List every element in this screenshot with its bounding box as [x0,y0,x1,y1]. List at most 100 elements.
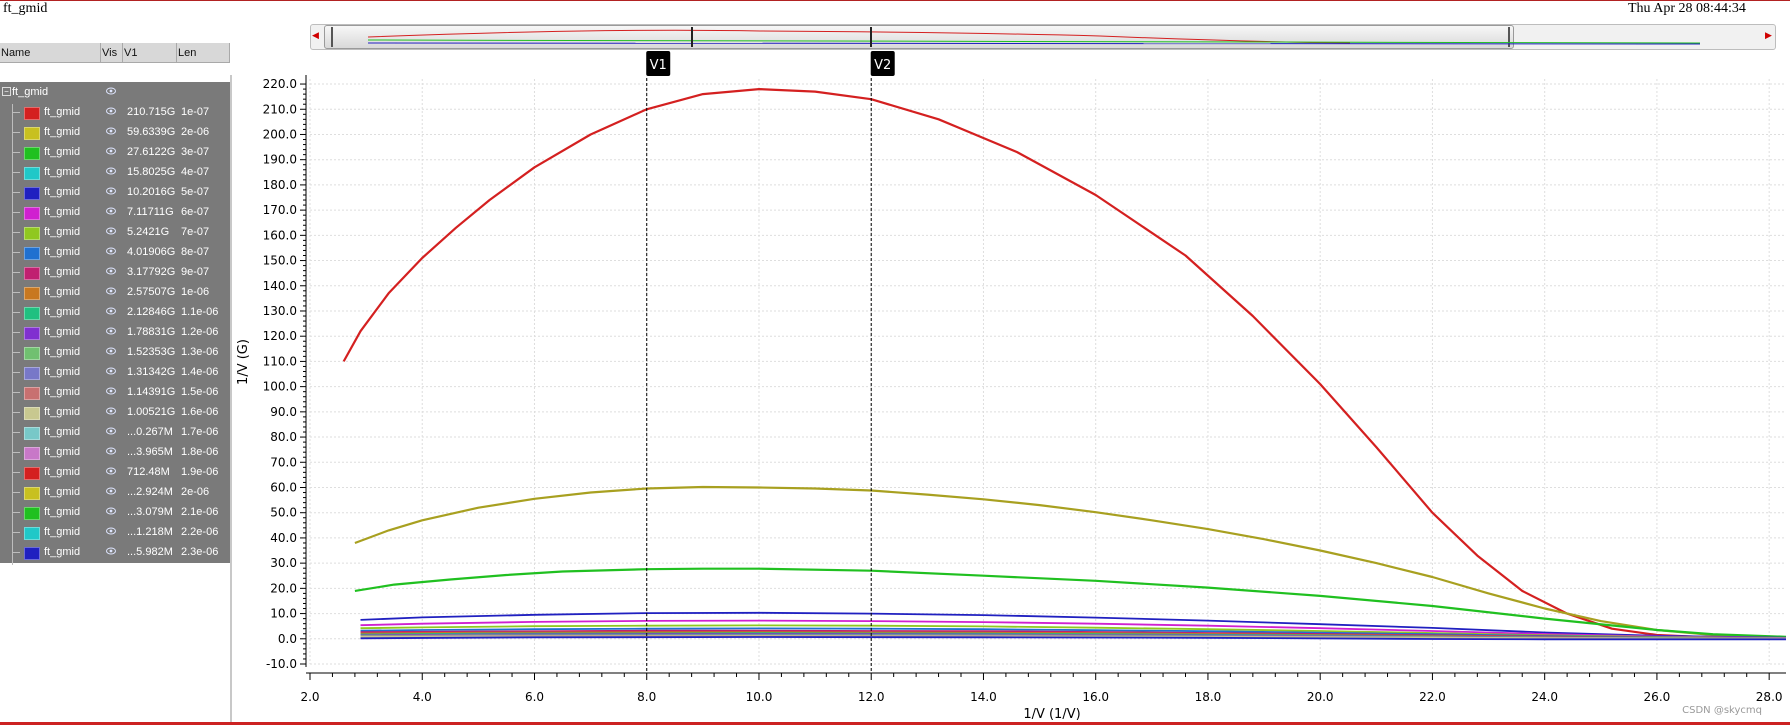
color-swatch[interactable] [24,367,40,380]
tree-branch [12,412,20,413]
marker-label: V1 [650,58,667,73]
visibility-eye-icon[interactable] [106,247,116,255]
signal-row[interactable]: ft_gmid ...3.965M 1.8e-06 [0,442,230,462]
panel-divider[interactable] [230,75,232,722]
signal-row[interactable]: ft_gmid ...5.982M 2.3e-06 [0,542,230,562]
tree-root-row[interactable]: − ft_gmid [0,82,230,102]
color-swatch[interactable] [24,327,40,340]
color-swatch[interactable] [24,347,40,360]
signal-row[interactable]: ft_gmid 7.11711G 6e-07 [0,202,230,222]
series-line-2[interactable] [354,485,1787,639]
signal-row[interactable]: ft_gmid ...2.924M 2e-06 [0,482,230,502]
overview-scroll-thumb[interactable] [324,25,1514,49]
signal-row[interactable]: ft_gmid 1.14391G 1.5e-06 [0,382,230,402]
signal-name: ft_gmid [44,226,81,238]
signal-name: ft_gmid [44,526,81,538]
signal-row[interactable]: ft_gmid 1.52353G 1.3e-06 [0,342,230,362]
visibility-eye-icon[interactable] [106,447,116,455]
signal-row[interactable]: ft_gmid 3.17792G 9e-07 [0,262,230,282]
y-axis-label: 1/V (G) [236,339,251,385]
color-swatch[interactable] [24,207,40,220]
top-border [0,0,1790,1]
signal-row[interactable]: ft_gmid 1.00521G 1.6e-06 [0,402,230,422]
signal-row[interactable]: ft_gmid 1.31342G 1.4e-06 [0,362,230,382]
signal-row[interactable]: ft_gmid 27.6122G 3e-07 [0,142,230,162]
column-header-name[interactable]: Name [0,43,101,63]
signal-row[interactable]: ft_gmid 59.6339G 2e-06 [0,122,230,142]
visibility-eye-icon[interactable] [106,367,116,375]
color-swatch[interactable] [24,507,40,520]
color-swatch[interactable] [24,427,40,440]
color-swatch[interactable] [24,247,40,260]
signal-row[interactable]: ft_gmid 15.8025G 4e-07 [0,162,230,182]
color-swatch[interactable] [24,447,40,460]
color-swatch[interactable] [24,227,40,240]
signal-row[interactable]: ft_gmid 1.78831G 1.2e-06 [0,322,230,342]
series-line-16[interactable] [360,636,1787,641]
column-header-len[interactable]: Len [177,43,230,63]
visibility-eye-icon[interactable] [106,347,116,355]
visibility-eye-icon[interactable] [106,407,116,415]
signal-row[interactable]: ft_gmid ...3.079M 2.1e-06 [0,502,230,522]
signal-row[interactable]: ft_gmid 10.2016G 5e-07 [0,182,230,202]
collapse-icon[interactable]: − [2,87,11,96]
signal-row[interactable]: ft_gmid 712.48M 1.9e-06 [0,462,230,482]
color-swatch[interactable] [24,267,40,280]
signal-v1-value: 2.57507G [127,286,176,298]
series-line-4[interactable] [360,611,1787,639]
visibility-eye-icon[interactable] [106,107,116,115]
color-swatch[interactable] [24,407,40,420]
visibility-eye-icon[interactable] [106,467,116,475]
color-swatch[interactable] [24,187,40,200]
visibility-eye-icon[interactable] [106,227,116,235]
visibility-eye-icon[interactable] [106,207,116,215]
signal-row[interactable]: ft_gmid 210.715G 1e-07 [0,102,230,122]
signal-row[interactable]: ft_gmid ...0.267M 1.7e-06 [0,422,230,442]
visibility-eye-icon[interactable] [106,547,116,555]
visibility-eye-icon[interactable] [106,527,116,535]
signal-length: 5e-07 [181,186,210,198]
marker-tag-v2[interactable] [870,51,895,76]
visibility-eye-icon[interactable] [106,127,116,135]
signal-row[interactable]: ft_gmid 5.2421G 7e-07 [0,222,230,242]
color-swatch[interactable] [24,487,40,500]
signal-row[interactable]: ft_gmid 2.12846G 1.1e-06 [0,302,230,322]
color-swatch[interactable] [24,547,40,560]
color-swatch[interactable] [24,287,40,300]
color-swatch[interactable] [24,387,40,400]
visibility-eye-icon[interactable] [106,507,116,515]
color-swatch[interactable] [24,527,40,540]
visibility-eye-icon[interactable] [106,167,116,175]
color-swatch[interactable] [24,307,40,320]
series-line-1[interactable] [342,88,1787,640]
visibility-eye-icon[interactable] [106,487,116,495]
series-line-5[interactable] [360,619,1787,639]
x-tick-label: 2.0 [300,690,319,704]
visibility-eye-icon[interactable] [106,87,116,95]
signal-name: ft_gmid [44,166,81,178]
color-swatch[interactable] [24,467,40,480]
color-swatch[interactable] [24,147,40,160]
visibility-eye-icon[interactable] [106,187,116,195]
signal-name: ft_gmid [44,266,81,278]
signal-row[interactable]: ft_gmid ...1.218M 2.2e-06 [0,522,230,542]
scroll-left-arrow-icon[interactable]: ◀ [312,30,319,40]
column-header-vis[interactable]: Vis [101,43,123,63]
color-swatch[interactable] [24,167,40,180]
visibility-eye-icon[interactable] [106,307,116,315]
color-swatch[interactable] [24,127,40,140]
visibility-eye-icon[interactable] [106,287,116,295]
column-header-v1[interactable]: V1 [123,43,177,63]
signal-row[interactable]: ft_gmid 4.01906G 8e-07 [0,242,230,262]
series-line-3[interactable] [354,567,1787,638]
visibility-eye-icon[interactable] [106,267,116,275]
visibility-eye-icon[interactable] [106,147,116,155]
visibility-eye-icon[interactable] [106,427,116,435]
marker-tag-v1[interactable] [646,51,671,76]
visibility-eye-icon[interactable] [106,387,116,395]
visibility-eye-icon[interactable] [106,327,116,335]
color-swatch[interactable] [24,107,40,120]
scroll-right-arrow-icon[interactable]: ▶ [1765,30,1772,40]
signal-row[interactable]: ft_gmid 2.57507G 1e-06 [0,282,230,302]
